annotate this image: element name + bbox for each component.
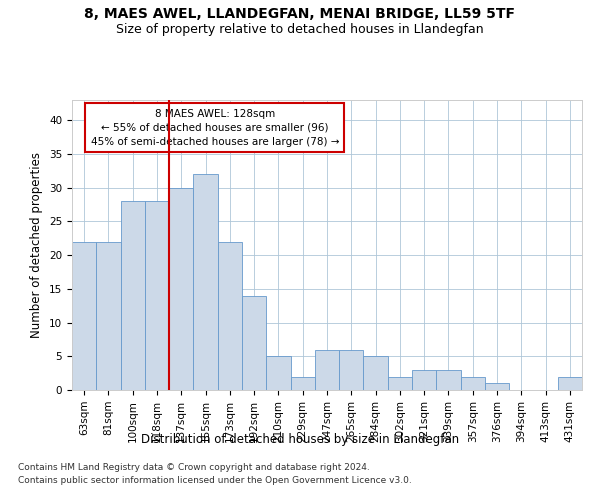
Bar bbox=[96, 242, 121, 390]
Bar bbox=[558, 376, 582, 390]
Bar bbox=[436, 370, 461, 390]
Text: Distribution of detached houses by size in Llandegfan: Distribution of detached houses by size … bbox=[141, 432, 459, 446]
Bar bbox=[266, 356, 290, 390]
Bar bbox=[461, 376, 485, 390]
Y-axis label: Number of detached properties: Number of detached properties bbox=[31, 152, 43, 338]
Text: Contains public sector information licensed under the Open Government Licence v3: Contains public sector information licen… bbox=[18, 476, 412, 485]
Bar bbox=[242, 296, 266, 390]
Bar bbox=[145, 201, 169, 390]
Text: 8, MAES AWEL, LLANDEGFAN, MENAI BRIDGE, LL59 5TF: 8, MAES AWEL, LLANDEGFAN, MENAI BRIDGE, … bbox=[85, 8, 515, 22]
Text: Size of property relative to detached houses in Llandegfan: Size of property relative to detached ho… bbox=[116, 22, 484, 36]
Bar bbox=[339, 350, 364, 390]
Bar bbox=[169, 188, 193, 390]
Bar bbox=[485, 384, 509, 390]
Bar bbox=[193, 174, 218, 390]
Bar bbox=[121, 201, 145, 390]
Bar bbox=[364, 356, 388, 390]
Text: 8 MAES AWEL: 128sqm
← 55% of detached houses are smaller (96)
45% of semi-detach: 8 MAES AWEL: 128sqm ← 55% of detached ho… bbox=[91, 108, 339, 146]
Text: Contains HM Land Registry data © Crown copyright and database right 2024.: Contains HM Land Registry data © Crown c… bbox=[18, 464, 370, 472]
Bar bbox=[388, 376, 412, 390]
Bar bbox=[290, 376, 315, 390]
Bar bbox=[315, 350, 339, 390]
Bar bbox=[412, 370, 436, 390]
Bar bbox=[72, 242, 96, 390]
Bar bbox=[218, 242, 242, 390]
